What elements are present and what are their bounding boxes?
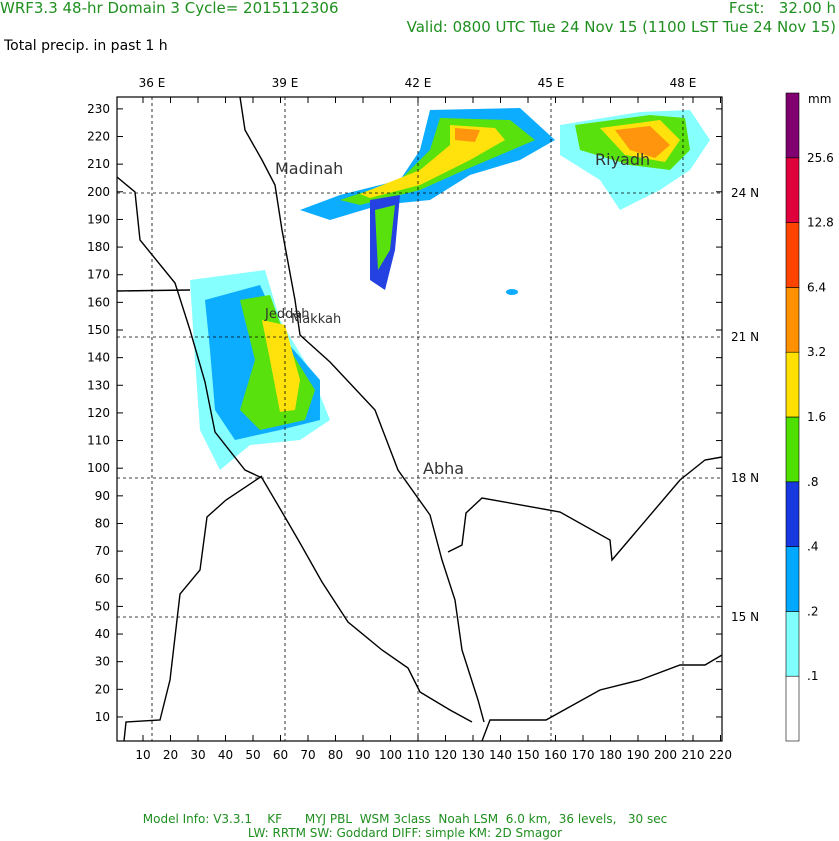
colorbar-box [785, 287, 800, 353]
y-tick-label: 200 [87, 185, 110, 199]
y-tick-label: 230 [87, 102, 110, 116]
colorbar-box [785, 611, 800, 677]
x-tick-label: 130 [462, 748, 485, 762]
x-tick-label: 30 [190, 748, 205, 762]
city-label: Madinah [275, 159, 343, 178]
x-tick-label: 200 [654, 748, 677, 762]
longitude-label: 42 E [405, 76, 432, 90]
x-tick-label: 120 [434, 748, 457, 762]
city-label: Jeddah [264, 307, 310, 322]
colorbar-box [785, 481, 800, 547]
colorbar-unit: mm [808, 92, 831, 106]
longitude-label: 36 E [139, 76, 166, 90]
x-tick-label: 40 [218, 748, 233, 762]
y-tick-label: 180 [87, 240, 110, 254]
y-tick-label: 220 [87, 130, 110, 144]
x-tick-label: 180 [599, 748, 622, 762]
y-tick-label: 140 [87, 351, 110, 365]
x-tick-label: 10 [135, 748, 150, 762]
longitude-label: 45 E [538, 76, 565, 90]
colorbar-label: 25.6 [807, 151, 834, 165]
colorbar-box [785, 416, 800, 483]
field-name: Total precip. in past 1 h [3, 38, 168, 54]
y-tick-label: 80 [95, 516, 110, 530]
map-frame [116, 96, 723, 742]
longitude-label: 48 E [670, 76, 697, 90]
x-tick-label: 70 [300, 748, 315, 762]
colorbar-label: .8 [807, 475, 818, 489]
x-tick-label: 170 [572, 748, 595, 762]
precip-field [190, 108, 710, 470]
y-tick-label: 50 [95, 599, 110, 613]
header-title: WRF3.3 48-hr Domain 3 Cycle= 2015112306 [0, 0, 339, 17]
city-label: Riyadh [595, 150, 650, 169]
x-tick-label: 160 [544, 748, 567, 762]
colorbar-label: .2 [807, 604, 818, 618]
city-label: Abha [423, 459, 464, 478]
x-tick-label: 150 [517, 748, 540, 762]
y-tick-label: 70 [95, 544, 110, 558]
y-tick-label: 60 [95, 572, 110, 586]
x-tick-label: 80 [328, 748, 343, 762]
x-tick-label: 220 [709, 748, 732, 762]
colorbar-label: 12.8 [807, 216, 834, 230]
coastlines [116, 96, 723, 742]
plot-border [116, 96, 723, 742]
y-tick-label: 210 [87, 157, 110, 171]
y-tick-label: 170 [87, 268, 110, 282]
colorbar-label: 1.6 [807, 410, 826, 424]
x-tick-label: 90 [355, 748, 370, 762]
footer-line: LW: RRTM SW: Goddard DIFF: simple KM: 2D… [248, 826, 562, 840]
city-label: Makkah [291, 312, 341, 327]
y-tick-label: 100 [87, 461, 110, 475]
footer-line: Model Info: V3.3.1 KF MYJ PBL WSM 3class… [143, 812, 667, 826]
forecast-time: Fcst: 32.00 h [729, 0, 836, 17]
latitude-label: 15 N [731, 610, 759, 624]
y-tick-label: 110 [87, 434, 110, 448]
latitude-label: 21 N [731, 330, 759, 344]
colorbar-label: .4 [807, 540, 818, 554]
x-tick-label: 60 [273, 748, 288, 762]
longitude-label: 39 E [272, 76, 299, 90]
colorbar-box [785, 157, 800, 223]
colorbar-box [785, 546, 800, 612]
y-tick-label: 30 [95, 655, 110, 669]
y-tick-label: 10 [95, 710, 110, 724]
colorbar-box [785, 92, 800, 159]
latitude-label: 18 N [731, 471, 759, 485]
colorbar-label: .1 [807, 669, 818, 683]
y-tick-label: 40 [95, 627, 110, 641]
colorbar-label: 3.2 [807, 345, 826, 359]
y-tick-label: 190 [87, 212, 110, 226]
x-tick-label: 140 [489, 748, 512, 762]
x-tick-label: 100 [379, 748, 402, 762]
x-tick-label: 190 [627, 748, 650, 762]
y-tick-label: 150 [87, 323, 110, 337]
x-tick-label: 110 [407, 748, 430, 762]
y-tick-label: 20 [95, 682, 110, 696]
y-tick-label: 160 [87, 295, 110, 309]
colorbar-label: 6.4 [807, 280, 826, 294]
latitude-label: 24 N [731, 186, 759, 200]
y-tick-label: 120 [87, 406, 110, 420]
y-tick-label: 90 [95, 489, 110, 503]
y-tick-label: 130 [87, 378, 110, 392]
x-tick-label: 20 [163, 748, 178, 762]
x-tick-label: 50 [245, 748, 260, 762]
valid-time: Valid: 0800 UTC Tue 24 Nov 15 (1100 LST … [407, 18, 836, 36]
colorbar-box [785, 351, 800, 418]
colorbar-box [785, 675, 800, 742]
x-tick-label: 210 [682, 748, 705, 762]
colorbar-box [785, 222, 800, 288]
